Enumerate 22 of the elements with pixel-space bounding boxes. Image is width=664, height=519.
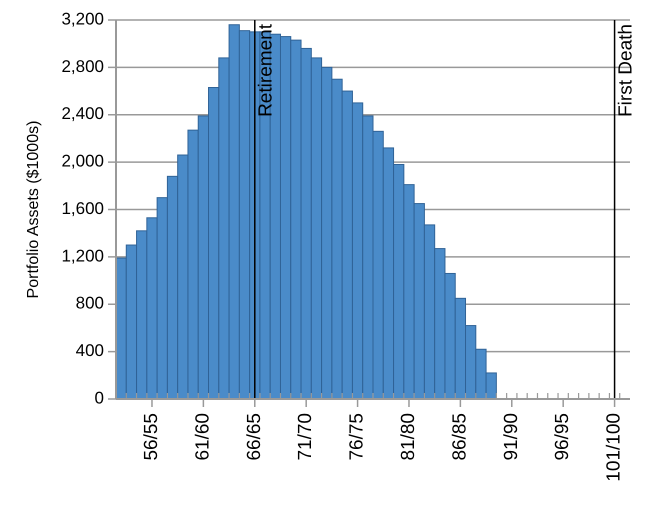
y-tick-label: 2,400 bbox=[61, 104, 104, 124]
x-tick-label: 81/80 bbox=[398, 413, 419, 461]
x-tick-label: 71/70 bbox=[295, 413, 316, 461]
x-tick-label: 86/85 bbox=[449, 413, 470, 461]
y-tick-label: 800 bbox=[76, 294, 104, 313]
x-tick-label: 96/95 bbox=[552, 413, 574, 461]
x-tick-label: 66/65 bbox=[244, 413, 265, 461]
y-tick-label: 2,800 bbox=[61, 56, 104, 76]
x-tick-label: 91/90 bbox=[500, 413, 522, 461]
x-tick-label: 101/100 bbox=[604, 413, 625, 482]
y-tick-label: 3,200 bbox=[61, 9, 104, 28]
ref-line-label: Retirement bbox=[256, 23, 277, 117]
y-tick-label: 2,000 bbox=[61, 152, 104, 171]
y-axis-title: Portfolio Assets ($1000s) bbox=[25, 120, 42, 298]
x-tick-label: 76/75 bbox=[346, 413, 368, 461]
y-tick-label: 0 bbox=[94, 388, 104, 408]
x-tick-label: 61/60 bbox=[192, 413, 214, 461]
x-tick-label: 56/55 bbox=[140, 413, 162, 461]
y-tick-label: 400 bbox=[76, 341, 104, 360]
ref-line-label: First Death bbox=[615, 24, 636, 117]
y-tick-label: 1,200 bbox=[61, 246, 104, 266]
y-tick-label: 1,600 bbox=[61, 198, 104, 218]
